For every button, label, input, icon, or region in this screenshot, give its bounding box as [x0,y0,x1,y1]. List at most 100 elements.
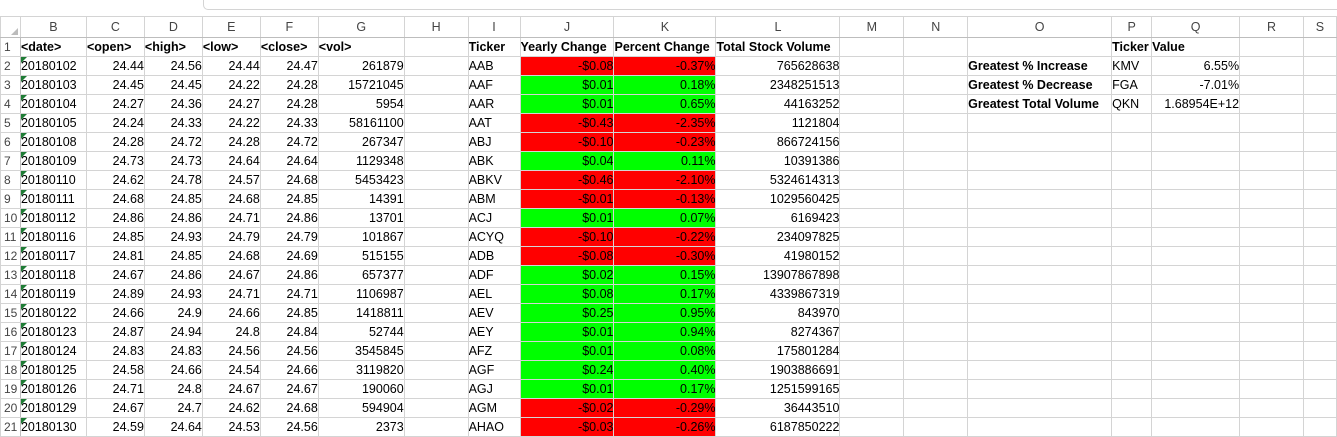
cell-empty[interactable] [403,208,469,228]
cell-date[interactable]: 20180104 [19,94,87,114]
cell-open[interactable]: 24.68 [85,189,145,209]
cell-open[interactable]: 24.44 [85,56,145,76]
cell-empty[interactable] [1151,113,1241,133]
cell-percent-change[interactable]: 0.08% [613,341,717,361]
cell-close[interactable]: 24.64 [259,151,319,171]
cell-empty[interactable] [903,322,969,342]
cell-empty[interactable] [967,379,1113,399]
cell-vol[interactable]: 3545845 [317,341,405,361]
cell-empty[interactable] [1151,322,1241,342]
cell-empty[interactable] [1302,227,1337,247]
cell-empty[interactable] [1151,132,1241,152]
cell-yearly-change[interactable]: $0.02 [519,265,615,285]
cell-vol[interactable]: 101867 [317,227,405,247]
cell-empty[interactable] [967,208,1113,228]
cell-low[interactable]: 24.66 [201,303,261,323]
cell-empty[interactable] [839,246,905,266]
cell-date[interactable]: 20180117 [19,246,87,266]
cell-yearly-change[interactable]: -$0.08 [519,246,615,266]
cell-ticker[interactable]: AAF [467,75,521,95]
cell-empty[interactable] [1151,208,1241,228]
cell-date[interactable]: 20180112 [19,208,87,228]
row-header[interactable]: 15 [0,303,21,323]
cell-empty[interactable] [1239,265,1304,285]
cell-vol[interactable]: 515155 [317,246,405,266]
cell-open[interactable]: 24.66 [85,303,145,323]
cell-empty[interactable] [839,151,905,171]
cell-percent-change[interactable]: -0.26% [613,417,717,437]
cell-empty[interactable] [839,303,905,323]
cell-yearly-change[interactable]: -$0.10 [519,227,615,247]
cell-empty[interactable] [967,398,1113,418]
cell-high[interactable]: 24.93 [143,227,203,247]
cell-yearly-change[interactable]: $0.25 [519,303,615,323]
cell-date[interactable]: 20180130 [19,417,87,437]
cell-high[interactable]: 24.72 [143,132,203,152]
cell-empty[interactable] [1111,170,1153,190]
cell-empty[interactable] [903,151,969,171]
cell-empty[interactable] [1111,132,1153,152]
cell-percent-change[interactable]: 0.65% [613,94,717,114]
cell-empty[interactable] [839,37,905,57]
cell-empty[interactable] [1239,322,1304,342]
cell-ticker[interactable]: ABJ [467,132,521,152]
cell-high-header[interactable]: <high> [143,37,203,57]
cell-low[interactable]: 24.62 [201,398,261,418]
cell-empty[interactable] [403,170,469,190]
row-header[interactable]: 7 [0,151,21,171]
cell-total-volume[interactable]: 4339867319 [715,284,841,304]
row-header[interactable]: 16 [0,322,21,342]
cell-empty[interactable] [1239,360,1304,380]
cell-high[interactable]: 24.66 [143,360,203,380]
cell-percent-change[interactable]: -0.22% [613,227,717,247]
cell-ticker[interactable]: ACJ [467,208,521,228]
cell-empty[interactable] [839,208,905,228]
cell-empty[interactable] [967,170,1113,190]
cell-summary-ticker[interactable]: FGA [1111,75,1153,95]
column-header[interactable]: N [903,16,969,38]
cell-ticker[interactable]: ABM [467,189,521,209]
cell-low[interactable]: 24.54 [201,360,261,380]
row-header[interactable]: 21 [0,417,21,437]
cell-empty[interactable] [1151,303,1241,323]
cell-date[interactable]: 20180108 [19,132,87,152]
cell-empty[interactable] [1151,246,1241,266]
cell-empty[interactable] [839,170,905,190]
cell-open[interactable]: 24.45 [85,75,145,95]
column-header[interactable]: R [1239,16,1304,38]
cell-vol[interactable]: 1106987 [317,284,405,304]
cell-empty[interactable] [967,341,1113,361]
cell-empty[interactable] [403,189,469,209]
cell-high[interactable]: 24.33 [143,113,203,133]
cell-total-volume[interactable]: 843970 [715,303,841,323]
column-header[interactable]: K [613,16,717,38]
cell-empty[interactable] [967,37,1113,57]
cell-close[interactable]: 24.85 [259,303,319,323]
cell-empty[interactable] [1239,75,1304,95]
cell-ticker[interactable]: AHAO [467,417,521,437]
cell-close[interactable]: 24.69 [259,246,319,266]
cell-summary-label[interactable]: Greatest % Increase [967,56,1113,76]
cell-total-volume[interactable]: 234097825 [715,227,841,247]
cell-percent-change[interactable]: 0.15% [613,265,717,285]
cell-empty[interactable] [1111,208,1153,228]
cell-empty[interactable] [839,322,905,342]
cell-close[interactable]: 24.79 [259,227,319,247]
cell-yearly-change[interactable]: $0.01 [519,75,615,95]
cell-vol[interactable]: 267347 [317,132,405,152]
cell-high[interactable]: 24.45 [143,75,203,95]
cell-empty[interactable] [839,341,905,361]
cell-empty[interactable] [1239,379,1304,399]
cell-empty[interactable] [967,113,1113,133]
column-header[interactable]: J [519,16,615,38]
cell-close[interactable]: 24.67 [259,379,319,399]
cell-empty[interactable] [1302,303,1337,323]
cell-empty[interactable] [903,284,969,304]
cell-summary-ticker[interactable]: QKN [1111,94,1153,114]
cell-total-volume[interactable]: 1121804 [715,113,841,133]
cell-ticker[interactable]: AGM [467,398,521,418]
cell-empty[interactable] [1239,56,1304,76]
cell-empty[interactable] [1151,341,1241,361]
cell-yearly-change[interactable]: -$0.43 [519,113,615,133]
cell-empty[interactable] [403,303,469,323]
